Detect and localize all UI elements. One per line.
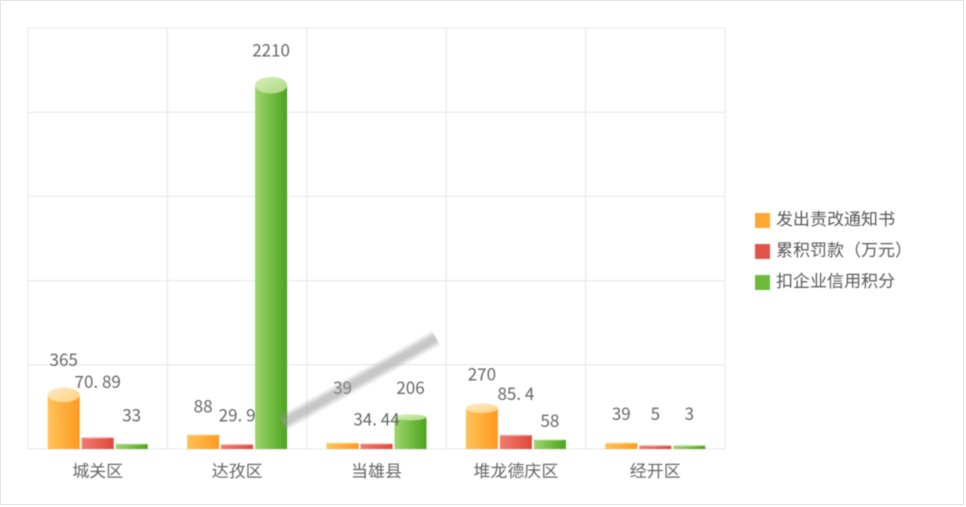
svg-text:累积罚款（万元）: 累积罚款（万元） xyxy=(776,236,912,261)
svg-text:经开区: 经开区 xyxy=(630,457,681,482)
svg-text:39: 39 xyxy=(612,400,631,425)
svg-text:堆龙德庆区: 堆龙德庆区 xyxy=(473,457,558,482)
svg-text:5: 5 xyxy=(651,400,660,425)
svg-text:扣企业信用积分: 扣企业信用积分 xyxy=(776,267,895,292)
svg-text:34. 44: 34. 44 xyxy=(353,406,399,431)
svg-text:270: 270 xyxy=(468,361,496,386)
svg-text:58: 58 xyxy=(540,407,559,432)
svg-text:85. 4: 85. 4 xyxy=(497,380,534,405)
svg-text:发出责改通知书: 发出责改通知书 xyxy=(776,205,895,230)
svg-text:3: 3 xyxy=(685,400,694,425)
svg-text:88: 88 xyxy=(194,393,213,418)
svg-text:当雄县: 当雄县 xyxy=(351,457,402,482)
svg-text:70. 89: 70. 89 xyxy=(75,368,121,393)
svg-text:城关区: 城关区 xyxy=(72,457,123,482)
svg-text:2210: 2210 xyxy=(252,36,290,61)
svg-text:33: 33 xyxy=(122,401,141,426)
svg-text:29. 9: 29. 9 xyxy=(219,401,256,426)
svg-text:达孜区: 达孜区 xyxy=(212,457,263,482)
svg-text:206: 206 xyxy=(396,374,424,399)
